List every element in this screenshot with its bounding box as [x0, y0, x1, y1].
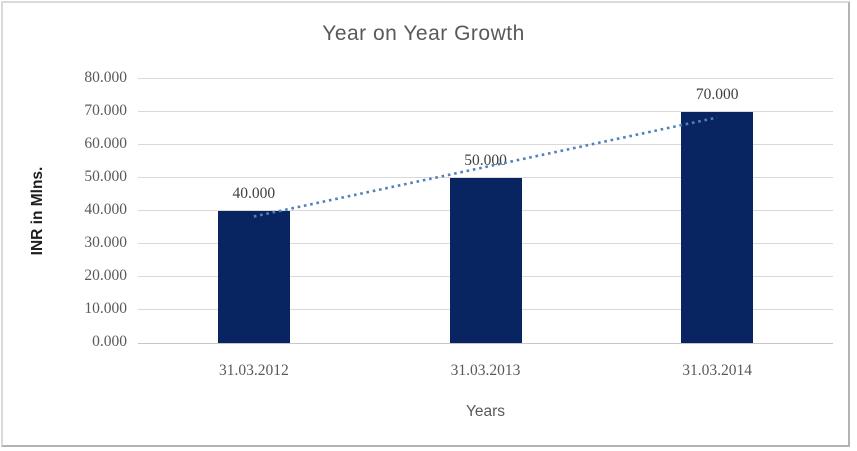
gridline	[138, 78, 833, 79]
bar	[217, 211, 290, 343]
plot-area: 40.000 50.000 70.000	[138, 78, 833, 344]
bar	[681, 112, 754, 343]
bar-value-label: 70.000	[695, 86, 739, 103]
bar-value-label: 50.000	[464, 152, 507, 169]
x-tick-label: 31.03.2012	[218, 362, 289, 379]
y-tick-label: 70.000	[84, 102, 127, 119]
y-tick-label: 80.000	[84, 69, 127, 86]
y-tick-label: 20.000	[84, 267, 127, 284]
x-tick-label: 31.03.2013	[450, 362, 521, 379]
bar	[449, 178, 522, 343]
gridline	[138, 144, 833, 145]
gridline	[138, 343, 833, 344]
x-axis-title: Years	[465, 403, 506, 420]
chart-title: Year on Year Growth	[322, 22, 525, 45]
y-tick-label: 0.000	[92, 333, 127, 350]
x-tick-label: 31.03.2014	[682, 362, 753, 379]
y-tick-label: 10.000	[84, 300, 127, 317]
y-tick-label: 50.000	[84, 168, 127, 185]
gridline	[138, 111, 833, 112]
trendline	[253, 116, 718, 218]
y-tick-label: 30.000	[84, 234, 127, 251]
bar-value-label: 40.000	[232, 185, 276, 202]
y-tick-label: 60.000	[84, 135, 127, 152]
y-tick-label: 40.000	[84, 201, 127, 218]
gridline	[138, 177, 833, 178]
